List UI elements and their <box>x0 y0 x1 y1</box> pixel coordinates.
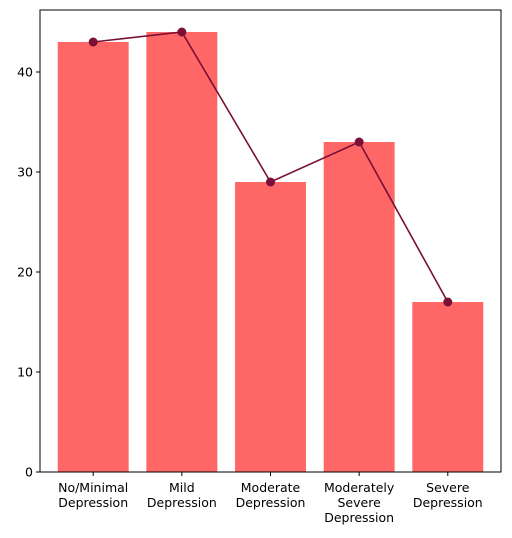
trend-point-1 <box>88 37 98 47</box>
trend-point-5 <box>443 297 453 307</box>
bar-3 <box>235 182 306 472</box>
trend-point-3 <box>266 177 275 187</box>
x-tick-label-2: Mild Depression <box>147 480 217 510</box>
bar-1 <box>57 42 129 472</box>
trend-line-layer <box>88 27 453 307</box>
bars-layer <box>57 32 484 472</box>
y-tick-label-10: 10 <box>17 365 33 380</box>
bar-4 <box>323 142 395 472</box>
bar-2 <box>146 32 218 472</box>
y-tick-label-0: 0 <box>25 465 33 480</box>
x-tick-label-5: Severe Depression <box>413 480 483 510</box>
trend-point-2 <box>177 27 187 37</box>
y-tick-label-20: 20 <box>17 265 33 280</box>
x-tick-label-4: Moderately Severe Depression <box>324 480 395 525</box>
y-axis-ticks: 0 10 20 30 40 <box>17 65 40 480</box>
x-axis-ticks: No/Minimal Depression Mild Depression Modera… <box>58 472 483 525</box>
y-tick-label-30: 30 <box>17 165 33 180</box>
x-tick-label-1: No/Minimal Depression <box>58 480 128 510</box>
y-tick-label-40: 40 <box>17 65 33 80</box>
x-tick-label-3: Moderate Depression <box>236 480 306 510</box>
trend-point-4 <box>354 137 364 147</box>
bar-5 <box>412 302 484 472</box>
